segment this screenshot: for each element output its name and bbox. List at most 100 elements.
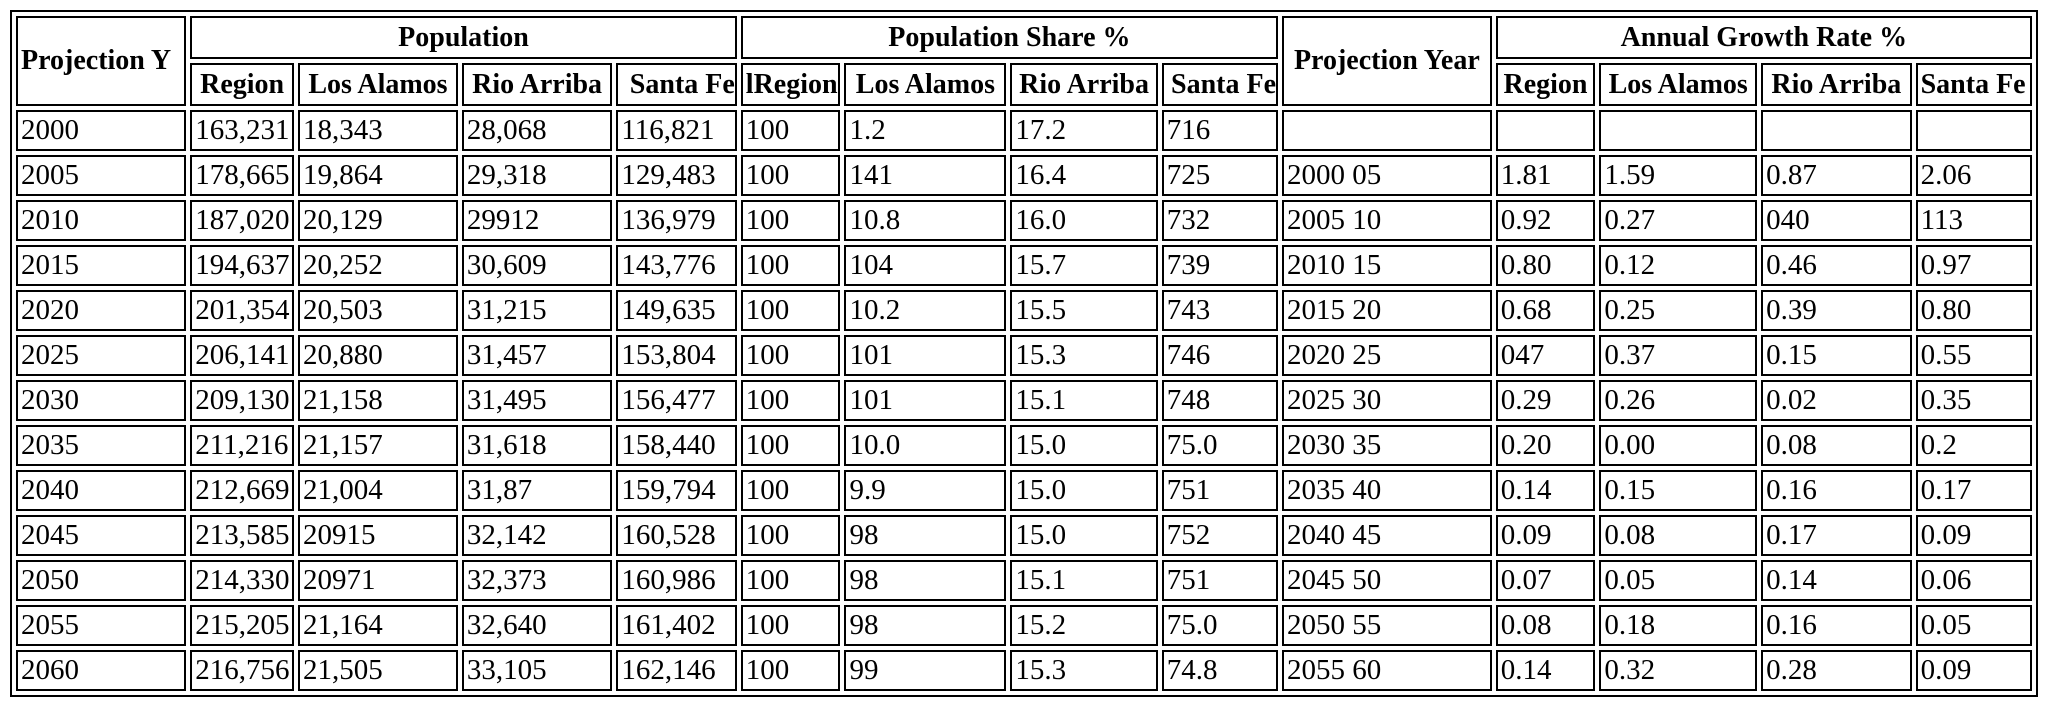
cell-share-region: 100 [740, 110, 841, 151]
cell-growth-santa-fe: 0.80 [1915, 290, 2032, 331]
table-row: 2015 194,637 20,252 30,609 143,776 100 104 15.7… [16, 245, 2032, 286]
table-row: 2030 209,130 21,158 31,495 156,477 100 101 15.1… [16, 380, 2032, 421]
cell-share-los-alamos: 99 [844, 650, 1007, 691]
table-row: 2040 212,669 21,004 31,87 159,794 100 9.9 15.0 7… [16, 470, 2032, 511]
cell-pop-los-alamos: 20915 [298, 515, 458, 556]
cell-share-los-alamos: 98 [844, 605, 1007, 646]
cell-growth-rio-arriba: 0.16 [1761, 470, 1912, 511]
cell-year: 2060 [16, 650, 187, 691]
cell-share-region: 100 [740, 245, 841, 286]
cell-growth-los-alamos [1599, 110, 1758, 151]
cell-pop-santa-fe: 136,979 [616, 200, 737, 241]
cell-year: 2050 [16, 560, 187, 601]
cell-share-santa-fe: 743 [1161, 290, 1279, 331]
cell-share-los-alamos: 101 [844, 335, 1007, 376]
cell-share-region: 100 [740, 560, 841, 601]
cell-pop-region: 201,354 [190, 290, 295, 331]
cell-growth-region: 0.08 [1495, 605, 1596, 646]
cell-year: 2005 [16, 155, 187, 196]
table-row: 2060 216,756 21,505 33,105 162,146 100 99 15.3 7… [16, 650, 2032, 691]
cell-pop-rio-arriba: 32,373 [461, 560, 613, 601]
cell-share-santa-fe: 739 [1161, 245, 1279, 286]
cell-pop-santa-fe: 158,440 [616, 425, 737, 466]
table-row: 2050 214,330 20971 32,373 160,986 100 98 15.1 75… [16, 560, 2032, 601]
cell-growth-region: 0.14 [1495, 470, 1596, 511]
cell-growth-los-alamos: 0.18 [1599, 605, 1758, 646]
cell-pop-rio-arriba: 31,495 [461, 380, 613, 421]
cell-growth-los-alamos: 0.05 [1599, 560, 1758, 601]
cell-period [1282, 110, 1492, 151]
cell-year: 2000 [16, 110, 187, 151]
header-population: Population [190, 16, 737, 59]
cell-share-los-alamos: 10.8 [844, 200, 1007, 241]
cell-pop-santa-fe: 116,821 [616, 110, 737, 151]
cell-growth-los-alamos: 0.37 [1599, 335, 1758, 376]
header-population-share: Population Share % [740, 16, 1279, 59]
cell-pop-santa-fe: 162,146 [616, 650, 737, 691]
cell-pop-santa-fe: 156,477 [616, 380, 737, 421]
cell-growth-santa-fe: 0.09 [1915, 515, 2032, 556]
cell-period: 2055 60 [1282, 650, 1492, 691]
header-annual-growth-rate: Annual Growth Rate % [1495, 16, 2032, 59]
cell-growth-rio-arriba: 0.39 [1761, 290, 1912, 331]
cell-growth-santa-fe: 2.06 [1915, 155, 2032, 196]
cell-pop-los-alamos: 21,158 [298, 380, 458, 421]
cell-share-los-alamos: 101 [844, 380, 1007, 421]
cell-growth-santa-fe: 0.35 [1915, 380, 2032, 421]
cell-year: 2020 [16, 290, 187, 331]
table-row: 2035 211,216 21,157 31,618 158,440 100 10.0 15.… [16, 425, 2032, 466]
cell-growth-rio-arriba: 0.14 [1761, 560, 1912, 601]
cell-share-santa-fe: 752 [1161, 515, 1279, 556]
cell-growth-region: 0.92 [1495, 200, 1596, 241]
subheader-growth-los-alamos: Los Alamos [1599, 63, 1758, 106]
subheader-growth-region: Region [1495, 63, 1596, 106]
cell-period: 2030 35 [1282, 425, 1492, 466]
cell-growth-rio-arriba: 040 [1761, 200, 1912, 241]
table-row: 2055 215,205 21,164 32,640 161,402 100 98 15.2 7… [16, 605, 2032, 646]
cell-share-santa-fe: 716 [1161, 110, 1279, 151]
cell-period: 2025 30 [1282, 380, 1492, 421]
cell-share-rio-arriba: 15.0 [1010, 425, 1158, 466]
cell-growth-santa-fe: 113 [1915, 200, 2032, 241]
cell-growth-los-alamos: 0.26 [1599, 380, 1758, 421]
cell-year: 2015 [16, 245, 187, 286]
population-projection-table: Projection Y Population Population Share… [10, 10, 2038, 697]
cell-growth-region: 0.80 [1495, 245, 1596, 286]
cell-pop-region: 163,231 [190, 110, 295, 151]
cell-share-region: 100 [740, 650, 841, 691]
cell-pop-rio-arriba: 32,640 [461, 605, 613, 646]
cell-pop-los-alamos: 20,503 [298, 290, 458, 331]
cell-growth-santa-fe: 0.55 [1915, 335, 2032, 376]
cell-share-rio-arriba: 15.1 [1010, 560, 1158, 601]
cell-share-rio-arriba: 16.4 [1010, 155, 1158, 196]
cell-period: 2000 05 [1282, 155, 1492, 196]
cell-year: 2040 [16, 470, 187, 511]
cell-year: 2025 [16, 335, 187, 376]
cell-growth-rio-arriba: 0.87 [1761, 155, 1912, 196]
cell-share-santa-fe: 748 [1161, 380, 1279, 421]
subheader-growth-santa-fe: Santa Fe [1915, 63, 2032, 106]
cell-pop-rio-arriba: 31,215 [461, 290, 613, 331]
cell-pop-santa-fe: 160,986 [616, 560, 737, 601]
cell-share-region: 100 [740, 380, 841, 421]
cell-pop-los-alamos: 21,505 [298, 650, 458, 691]
cell-share-los-alamos: 10.0 [844, 425, 1007, 466]
subheader-population-los-alamos: Los Alamos [298, 63, 458, 106]
cell-share-rio-arriba: 15.2 [1010, 605, 1158, 646]
cell-share-rio-arriba: 15.1 [1010, 380, 1158, 421]
cell-share-santa-fe: 751 [1161, 470, 1279, 511]
cell-share-santa-fe: 746 [1161, 335, 1279, 376]
cell-pop-region: 206,141 [190, 335, 295, 376]
cell-year: 2055 [16, 605, 187, 646]
group-header-row: Projection Y Population Population Share… [16, 16, 2032, 106]
cell-share-region: 100 [740, 155, 841, 196]
cell-growth-los-alamos: 0.27 [1599, 200, 1758, 241]
cell-year: 2010 [16, 200, 187, 241]
cell-growth-rio-arriba: 0.28 [1761, 650, 1912, 691]
cell-pop-rio-arriba: 31,87 [461, 470, 613, 511]
subheader-growth-rio-arriba: Rio Arriba [1761, 63, 1912, 106]
cell-pop-santa-fe: 159,794 [616, 470, 737, 511]
cell-period: 2035 40 [1282, 470, 1492, 511]
cell-pop-region: 212,669 [190, 470, 295, 511]
cell-growth-rio-arriba: 0.17 [1761, 515, 1912, 556]
